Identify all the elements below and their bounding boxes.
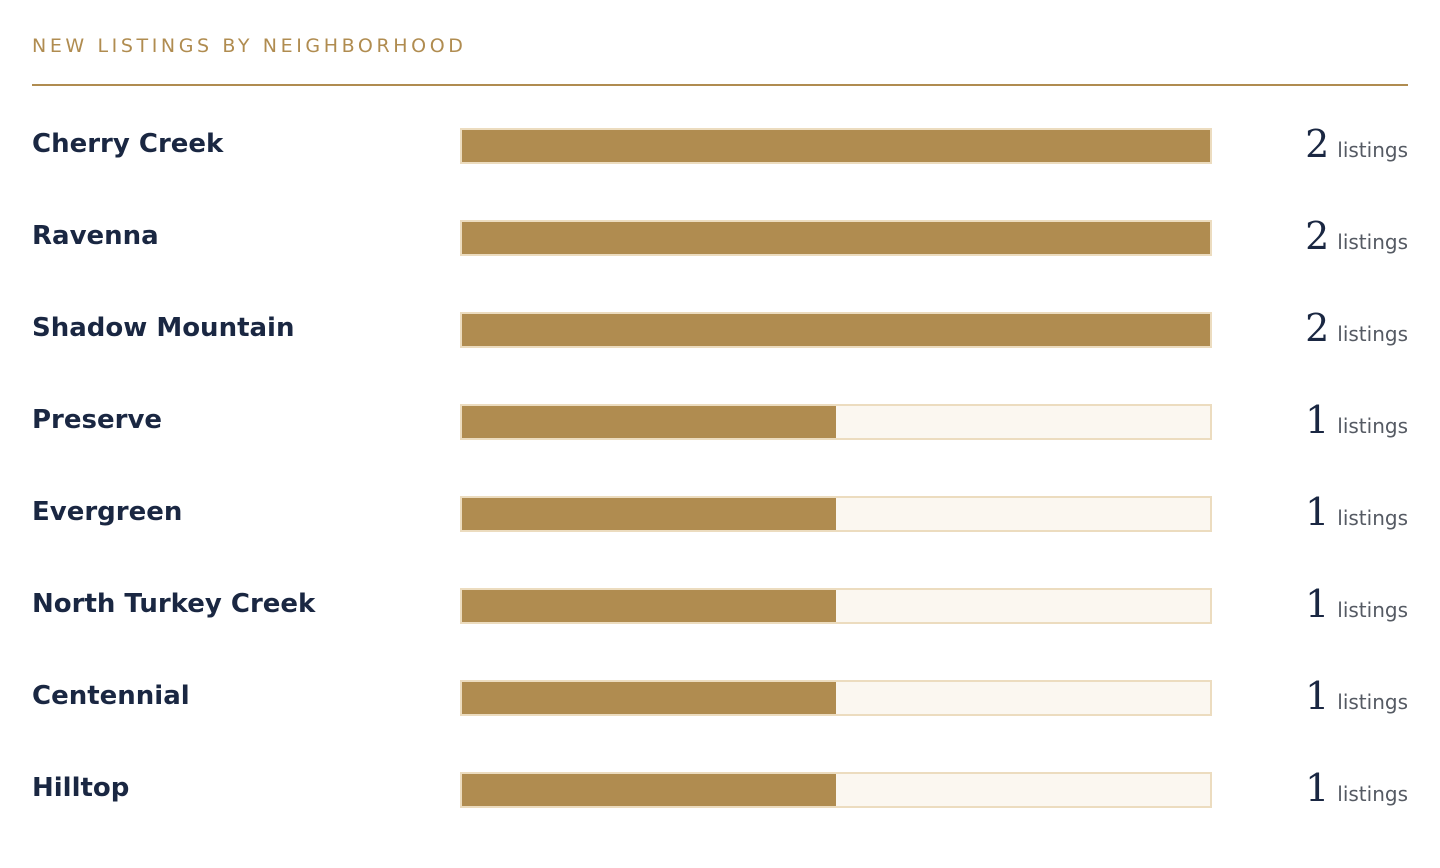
listing-count: 1 listings (1305, 398, 1408, 442)
count-unit: listings (1337, 230, 1408, 254)
bar-track (460, 588, 1212, 624)
count-value: 1 (1305, 490, 1330, 534)
listing-count: 1 listings (1305, 674, 1408, 718)
count-unit: listings (1337, 414, 1408, 438)
bar-fill (462, 130, 1210, 162)
bar-row: Ravenna 2 listings (32, 194, 1408, 286)
count-value: 1 (1305, 674, 1330, 718)
listing-count: 1 listings (1305, 766, 1408, 810)
bar-fill (462, 222, 1210, 254)
listing-count: 2 listings (1305, 306, 1408, 350)
bar-fill (462, 498, 836, 530)
bar-row: Preserve 1 listings (32, 378, 1408, 470)
bar-row: Centennial 1 listings (32, 654, 1408, 746)
neighborhood-label: Preserve (32, 405, 163, 435)
neighborhood-label: Evergreen (32, 497, 183, 527)
neighborhood-label: Hilltop (32, 773, 130, 803)
bar-fill (462, 682, 836, 714)
panel-title: NEW LISTINGS BY NEIGHBORHOOD (32, 35, 467, 57)
count-unit: listings (1337, 138, 1408, 162)
bar-track (460, 772, 1212, 808)
bar-track (460, 680, 1212, 716)
bar-track (460, 404, 1212, 440)
count-unit: listings (1337, 598, 1408, 622)
bar-track (460, 496, 1212, 532)
count-value: 1 (1305, 582, 1330, 626)
bar-fill (462, 406, 836, 438)
bar-fill (462, 314, 1210, 346)
bar-track (460, 312, 1212, 348)
neighborhood-label: Centennial (32, 681, 190, 711)
listing-count: 2 listings (1305, 122, 1408, 166)
bar-track (460, 128, 1212, 164)
bar-fill (462, 590, 836, 622)
count-unit: listings (1337, 322, 1408, 346)
panel-header: NEW LISTINGS BY NEIGHBORHOOD (32, 0, 1408, 86)
bar-row: Shadow Mountain 2 listings (32, 286, 1408, 378)
neighborhood-bar-list: Cherry Creek 2 listings Ravenna 2 listings Sha… (32, 102, 1408, 838)
listing-count: 1 listings (1305, 490, 1408, 534)
count-unit: listings (1337, 690, 1408, 714)
count-unit: listings (1337, 782, 1408, 806)
bar-row: Hilltop 1 listings (32, 746, 1408, 838)
listing-count: 1 listings (1305, 582, 1408, 626)
count-value: 1 (1305, 766, 1330, 810)
bar-fill (462, 774, 836, 806)
bar-row: Cherry Creek 2 listings (32, 102, 1408, 194)
count-unit: listings (1337, 506, 1408, 530)
neighborhood-label: Cherry Creek (32, 129, 224, 159)
listing-count: 2 listings (1305, 214, 1408, 258)
count-value: 2 (1305, 306, 1330, 350)
neighborhood-label: North Turkey Creek (32, 589, 316, 619)
count-value: 2 (1305, 122, 1330, 166)
neighborhood-label: Shadow Mountain (32, 313, 295, 343)
neighborhood-label: Ravenna (32, 221, 159, 251)
bar-row: Evergreen 1 listings (32, 470, 1408, 562)
count-value: 2 (1305, 214, 1330, 258)
count-value: 1 (1305, 398, 1330, 442)
bar-row: North Turkey Creek 1 listings (32, 562, 1408, 654)
bar-track (460, 220, 1212, 256)
